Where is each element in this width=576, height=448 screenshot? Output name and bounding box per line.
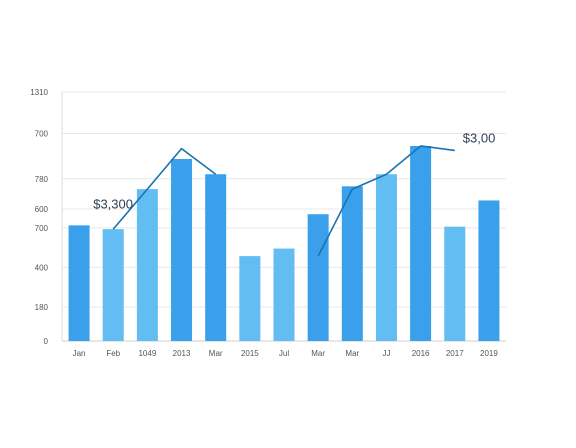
grid (61, 91, 506, 342)
x-tick-label: Feb (106, 349, 120, 358)
y-tick-label: 1310 (30, 88, 48, 97)
x-axis: Jan Feb 1049 2013 Mar 2015 Jul Mar Mar JJ 2016 2017… (73, 349, 499, 358)
x-tick-label: 2019 (480, 349, 498, 358)
series-line (317, 145, 455, 257)
x-tick-label: 2017 (446, 349, 464, 358)
series-line (112, 147, 217, 230)
y-tick-label: 700 (35, 224, 49, 233)
bar (171, 158, 193, 341)
trend-line-layer (112, 145, 455, 257)
x-tick-label: 1049 (138, 349, 156, 358)
y-tick-label: 0 (44, 337, 49, 346)
x-tick-label: Jan (73, 349, 86, 358)
y-tick-label: 400 (35, 263, 49, 272)
bar (410, 145, 432, 341)
x-tick-label: 2015 (241, 349, 259, 358)
bar (375, 174, 397, 341)
bar (239, 256, 261, 341)
x-tick-label: Mar (209, 349, 223, 358)
bar (341, 186, 363, 341)
bar (68, 225, 90, 341)
bar (273, 248, 295, 341)
bar (307, 214, 329, 341)
annotations: $3,300 $3,00 (93, 130, 495, 211)
bars (68, 145, 500, 341)
data-label: $3,300 (93, 197, 133, 212)
bar (478, 200, 500, 341)
bar (205, 174, 227, 341)
bar (136, 189, 158, 341)
y-axis: 0 180 400 700 600 780 700 1310 (30, 88, 48, 346)
y-tick-label: 600 (35, 205, 49, 214)
x-tick-label: Mar (311, 349, 325, 358)
x-tick-label: JJ (382, 349, 390, 358)
x-tick-label: 2013 (173, 349, 191, 358)
bar (444, 226, 466, 341)
bar (102, 229, 124, 341)
y-tick-label: 780 (35, 175, 49, 184)
y-tick-label: 180 (35, 303, 49, 312)
data-label: $3,00 (463, 130, 496, 145)
x-tick-label: 2016 (412, 349, 430, 358)
x-tick-label: Jul (279, 349, 289, 358)
y-tick-label: 700 (35, 130, 49, 139)
x-tick-label: Mar (345, 349, 359, 358)
